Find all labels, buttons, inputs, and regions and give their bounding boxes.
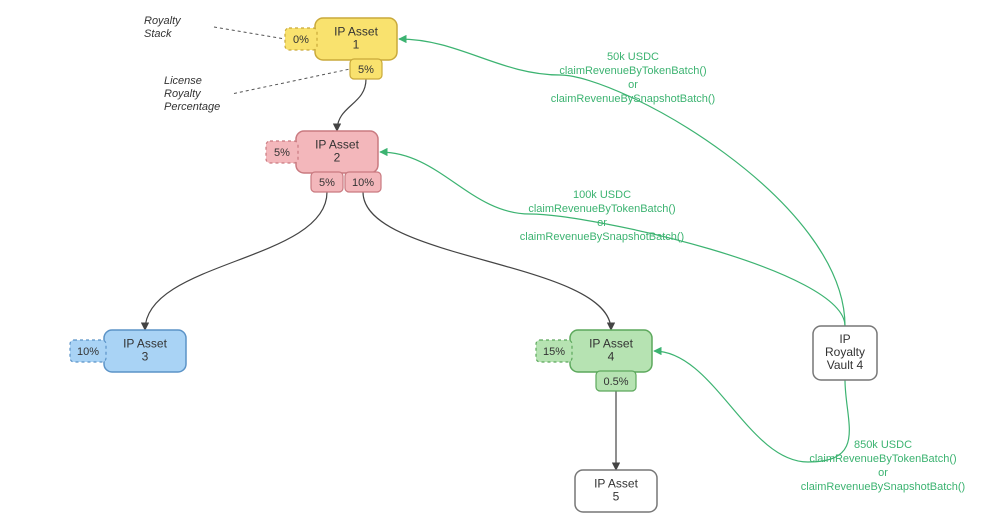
lbl-royalty-stack: RoyaltyStack [144,15,285,40]
svg-text:RoyaltyStack: RoyaltyStack [144,15,182,40]
tag-text-t3: 10% [77,346,99,358]
claim-850k: 850k USDCclaimRevenueByTokenBatch()orcla… [801,439,965,493]
node-asset3: IP Asset3 [104,330,186,372]
node-vault4: IPRoyaltyVault 4 [813,326,877,380]
tag-text-t1b: 5% [358,64,374,76]
tag-text-t4b: 0.5% [603,376,628,388]
lbl-license-pct: LicenseRoyaltyPercentage [164,69,350,113]
edge-asset1-asset2 [337,79,366,131]
node-asset5: IP Asset5 [575,470,657,512]
tag-t4b: 0.5% [596,371,636,391]
tag-t4: 15% [536,340,572,362]
claim-100k: 100k USDCclaimRevenueByTokenBatch()orcla… [520,189,684,243]
lbl-royalty-stack-leader [214,27,285,39]
node-asset4: IP Asset4 [570,330,652,372]
svg-text:LicenseRoyaltyPercentage: LicenseRoyaltyPercentage [164,75,220,113]
tag-t2c: 10% [345,172,381,192]
tag-text-t4: 15% [543,346,565,358]
diagram-canvas: IP Asset1 IP Asset2 IP Asset3 IP Asset4 IP A… [0,0,999,528]
tag-t2: 5% [266,141,298,163]
claim-50k-arrow-to-asset1 [399,39,845,326]
svg-text:850k USDCclaimRevenueByTokenBa: 850k USDCclaimRevenueByTokenBatch()orcla… [801,439,965,493]
tag-t3: 10% [70,340,106,362]
tag-t1b: 5% [350,59,382,79]
tag-t1: 0% [285,28,317,50]
lbl-license-pct-leader [234,69,350,94]
tag-text-t2: 5% [274,147,290,159]
node-asset1: IP Asset1 [315,18,397,60]
tag-text-t2c: 10% [352,177,374,189]
claim-50k: 50k USDCclaimRevenueByTokenBatch()orclai… [551,51,715,105]
edge-asset2-asset3 [145,192,327,330]
tag-text-t1: 0% [293,34,309,46]
svg-text:50k USDCclaimRevenueByTokenBat: 50k USDCclaimRevenueByTokenBatch()orclai… [551,51,715,105]
tag-text-t2b: 5% [319,177,335,189]
tag-t2b: 5% [311,172,343,192]
svg-text:100k USDCclaimRevenueByTokenBa: 100k USDCclaimRevenueByTokenBatch()orcla… [520,189,684,243]
node-asset2: IP Asset2 [296,131,378,173]
